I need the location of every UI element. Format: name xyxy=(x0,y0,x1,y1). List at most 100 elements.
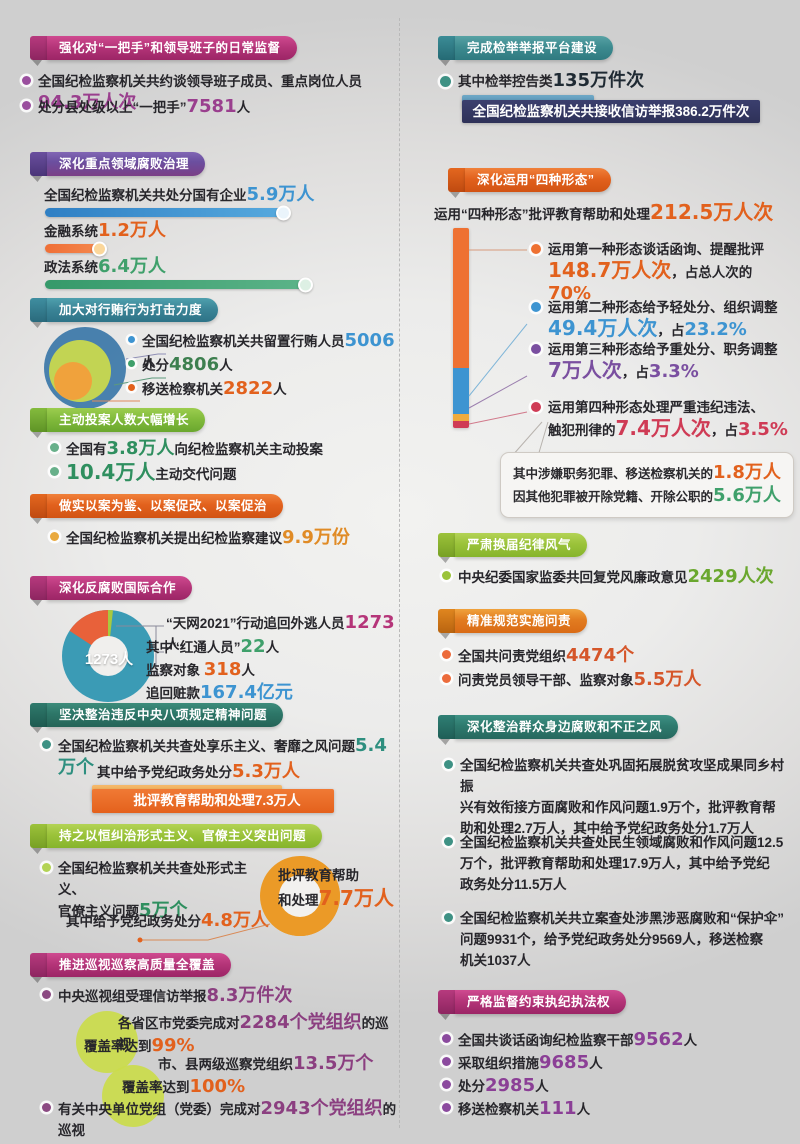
list-item: 采取组织措施9685人 xyxy=(442,1052,798,1074)
bullet-dot xyxy=(444,760,453,769)
list-item-text: 运用第二种形态给予轻处分、组织调整 49.4万人次，占23.2% xyxy=(548,300,778,340)
list-item-text: 其中检举控告类135万件次 xyxy=(458,70,645,91)
list-item-text: 运用第四种形态处理严重违纪违法、 触犯刑律的7.4万人次，占3.5% xyxy=(548,400,788,440)
section-header-ribbon: 深化重点领域腐败治理 xyxy=(30,152,206,176)
donut-chart-skynet xyxy=(62,610,164,702)
ribbon-tail xyxy=(438,533,455,557)
list-item-text: 全国纪检监察机关提出纪检监察建议9.9万份 xyxy=(66,527,350,548)
list-item-text: 有关中央单位党组（党委）完成对2943个党组织的巡视 xyxy=(58,1098,397,1138)
list-item: 10.4万人主动交代问题 xyxy=(50,462,398,485)
callout-line: 因其他犯罪被开除党籍、开除公职的5.6万人 xyxy=(513,485,781,506)
ribbon-tail xyxy=(438,990,455,1014)
bullet-dot xyxy=(442,674,451,683)
ribbon-tail xyxy=(448,168,465,192)
callout-box-crime-details: 其中涉嫌职务犯罪、移送检察机关的1.8万人 因其他犯罪被开除党籍、开除公职的5.… xyxy=(500,452,794,518)
nested-bubble-chart xyxy=(44,327,166,409)
section-inspection-coverage: 推进巡视巡察高质量全覆盖 xyxy=(30,953,232,977)
list-item-text: 10.4万人主动交代问题 xyxy=(66,460,237,484)
bar-label: 政法系统6.4万人 xyxy=(44,256,166,277)
ribbon-tail xyxy=(30,576,47,600)
ribbon-tail xyxy=(438,715,455,739)
bullet-dot xyxy=(531,344,541,354)
section-header-ribbon: 推进巡视巡察高质量全覆盖 xyxy=(30,953,232,977)
column-divider xyxy=(399,18,401,1128)
list-item-text: 全国纪检监察机关共查处形式主义、 官僚主义问题5万个 xyxy=(58,861,247,921)
list-item: 全国纪检监察机关共查处形式主义、 官僚主义问题5万个 xyxy=(42,858,272,922)
callout-leader-lines xyxy=(511,421,549,457)
section-four-forms: 深化运用“四种形态” xyxy=(448,168,611,192)
section-title: 深化整治群众身边腐败和不正之风 xyxy=(455,715,679,739)
bullet-dot xyxy=(128,384,135,391)
donut-legend-item: 追回赃款167.4亿元 xyxy=(146,682,293,703)
list-item-text: 全国纪检监察机关共查处巩固拓展脱贫攻坚成果同乡村振 兴有效衔接方面腐败和作风问题1… xyxy=(460,758,784,836)
coverage-rate-label: 覆盖率达到100% xyxy=(122,1076,246,1097)
sub-label: 其中给予党纪政务处分4.8万人 xyxy=(66,910,269,931)
bullet-dot xyxy=(442,1057,451,1066)
section-header-ribbon: 深化运用“四种形态” xyxy=(448,168,611,192)
section-header-ribbon: 主动投案人数大幅增长 xyxy=(30,408,206,432)
section-header-ribbon: 完成检举举报平台建设 xyxy=(438,36,614,60)
four-form-item: 运用第三种形态给予重处分、职务调整 7万人次，占3.3% xyxy=(531,339,793,383)
bar-knob xyxy=(298,277,313,292)
section-key-sector-corruption: 深化重点领域腐败治理 xyxy=(30,152,206,176)
section-header-ribbon: 强化对“一把手”和领导班子的日常监督 xyxy=(30,36,297,60)
bullet-dot xyxy=(444,837,453,846)
callout-line: 其中涉嫌职务犯罪、移送检察机关的1.8万人 xyxy=(513,462,781,483)
bar-label: 全国纪检监察机关共处分国有企业5.9万人 xyxy=(44,184,315,205)
list-item: 移送检察机关2822人 xyxy=(128,378,398,400)
bullet-dot xyxy=(440,76,451,87)
list-item: 全国纪检监察机关共约谈领导班子成员、重点岗位人员94.3万人次 xyxy=(22,71,397,114)
list-item-text: 移送检察机关2822人 xyxy=(142,378,287,399)
list-item-text: 全国纪检监察机关共查处享乐主义、奢靡之风问题5.4万个 xyxy=(58,735,387,778)
list-item-text: 处分4806人 xyxy=(142,354,233,375)
section-title: 深化反腐败国际合作 xyxy=(47,576,193,600)
section-title: 加大对行贿行为打击力度 xyxy=(47,298,219,322)
section-title: 深化运用“四种形态” xyxy=(465,168,611,192)
list-item: 其中检举控告类135万件次 xyxy=(440,70,790,92)
donut-legend-item: “天网2021”行动追回外逃人员1273人 xyxy=(166,612,395,652)
section-voluntary-surrender: 主动投案人数大幅增长 xyxy=(30,408,206,432)
list-item: 全国纪检监察机关提出纪检监察建议9.9万份 xyxy=(50,527,398,549)
bar-criticism-education xyxy=(92,789,334,813)
bullet-dot xyxy=(442,1034,451,1043)
list-item: 全国纪检监察机关共查处享乐主义、奢靡之风问题5.4万个 xyxy=(42,735,398,779)
bullet-dot xyxy=(50,467,59,476)
section-title: 强化对“一把手”和领导班子的日常监督 xyxy=(47,36,297,60)
ribbon-tail xyxy=(438,609,455,633)
donut-legend-item: 其中“红通人员”22人 xyxy=(146,636,280,657)
sub-label: 其中给予党纪政务处分5.3万人 xyxy=(97,761,300,782)
donut-chart-formalism xyxy=(137,856,340,943)
list-item: 全国纪检监察机关共查处巩固拓展脱贫攻坚成果同乡村振 兴有效衔接方面腐败和作风问题1… xyxy=(444,755,796,839)
bullet-dot xyxy=(442,650,451,659)
list-item-text: 采取组织措施9685人 xyxy=(458,1052,603,1073)
coverage-bubbles xyxy=(76,1011,164,1127)
list-item: 中央纪委国家监委共回复党风廉政意见2429人次 xyxy=(442,566,798,588)
bar-political-legal-system xyxy=(45,277,313,292)
four-form-item: 运用第四种形态处理严重违纪违法、 触犯刑律的7.4万人次，占3.5% xyxy=(531,397,793,441)
section-title: 做实以案为鉴、以案促改、以案促治 xyxy=(47,494,284,518)
list-item-text: 全国有3.8万人向纪检监察机关主动投案 xyxy=(66,438,323,459)
bullet-dot xyxy=(42,740,51,749)
stack-segment-form2 xyxy=(453,368,469,415)
list-item-text: 全国纪检监察机关共查处民生领域腐败和作风问题12.5 万个，批评教育帮助和处理17… xyxy=(460,835,784,892)
stack-segment-form1 xyxy=(453,228,469,368)
coverage-rate-label: 覆盖率达到99% xyxy=(84,1035,195,1056)
bar-knob xyxy=(92,241,107,256)
section-header-ribbon: 严格监督约束执纪执法权 xyxy=(438,990,627,1014)
section-internal-supervision: 严格监督约束执纪执法权 xyxy=(438,990,627,1014)
bar-knob xyxy=(276,205,291,220)
section-title: 坚决整治违反中央八项规定精神问题 xyxy=(47,703,284,727)
list-item-text: 全国纪检监察机关共立案查处涉黑涉恶腐败和“保护伞” 问题9931个，给予党纪政务处… xyxy=(460,911,784,968)
bullet-dot xyxy=(22,76,31,85)
four-form-item: 运用第一种形态谈话函询、提醒批评 148.7万人次，占总人次的70% xyxy=(531,239,793,305)
list-item: 全国共谈话函询纪检监察干部9562人 xyxy=(442,1029,798,1051)
list-item-text: 运用第一种形态谈话函询、提醒批评 148.7万人次，占总人次的70% xyxy=(548,242,764,304)
section-bribery-crackdown: 加大对行贿行为打击力度 xyxy=(30,298,219,322)
section-title: 完成检举举报平台建设 xyxy=(455,36,614,60)
donut-center-label: 1273人 xyxy=(84,651,134,668)
section-election-discipline: 严肃换届纪律风气 xyxy=(438,533,588,557)
coverage-label: 市、县两级巡察党组织13.5万个 xyxy=(158,1053,374,1074)
four-forms-total: 运用“四种形态”批评教育帮助和处理212.5万人次 xyxy=(434,200,774,224)
section-eight-point-rules: 坚决整治违反中央八项规定精神问题 xyxy=(30,703,284,727)
